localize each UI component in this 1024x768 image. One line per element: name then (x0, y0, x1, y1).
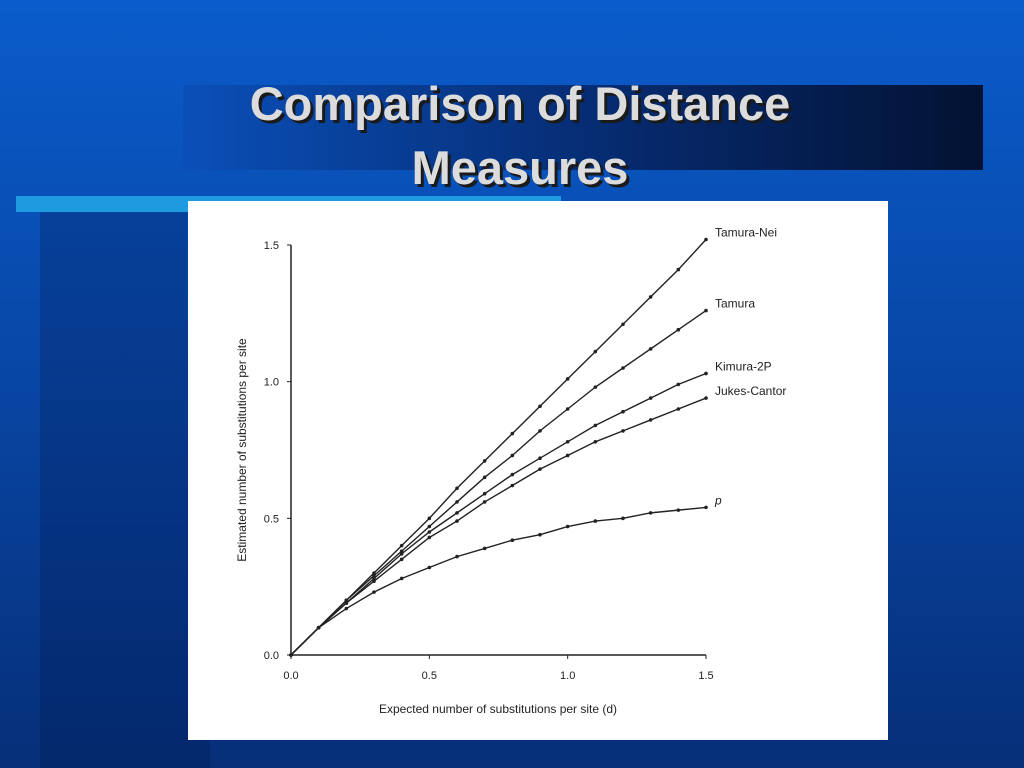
data-point (676, 382, 681, 387)
y-axis-label: Estimated number of substitutions per si… (235, 338, 249, 562)
data-point (510, 431, 515, 436)
data-point (704, 505, 708, 510)
data-point (399, 552, 404, 556)
data-point (482, 475, 487, 480)
data-point (455, 500, 459, 504)
y-tick-label: 1.0 (264, 377, 279, 389)
data-point (704, 308, 708, 313)
series-label: Tamura (715, 297, 755, 311)
data-point (621, 516, 625, 521)
data-point (372, 579, 376, 583)
data-point (621, 366, 625, 370)
data-point (427, 530, 432, 534)
data-point (372, 571, 376, 575)
data-point (593, 349, 598, 354)
data-point (399, 557, 404, 562)
data-point (565, 440, 570, 444)
series-label: p (714, 493, 722, 507)
data-point (482, 500, 487, 504)
data-point (427, 565, 432, 570)
data-point (482, 459, 487, 463)
data-point (621, 322, 625, 327)
data-point (538, 404, 542, 409)
x-tick-label: 1.5 (698, 670, 713, 682)
data-point (482, 546, 487, 551)
chart: Expected number of substitutions per sit… (235, 226, 786, 716)
x-tick-label: 1.0 (560, 670, 575, 682)
data-point (344, 601, 349, 605)
x-tick-label: 0.0 (283, 670, 298, 682)
data-point (538, 456, 542, 460)
y-tick-label: 0.5 (264, 513, 279, 525)
data-point (593, 440, 598, 444)
series-label: Kimura-2P (715, 359, 772, 373)
data-point (427, 516, 432, 521)
data-point (482, 491, 487, 496)
side-column (40, 212, 210, 768)
y-tick-label: 0.0 (264, 650, 279, 662)
data-point (676, 508, 681, 512)
data-point (510, 453, 515, 458)
slide-title: Comparison of Distance Measures (249, 77, 791, 194)
data-point (538, 429, 542, 433)
series-line (290, 372, 707, 656)
data-point (344, 606, 349, 611)
data-point (455, 519, 459, 523)
data-point (704, 371, 708, 376)
data-point (593, 385, 598, 389)
data-point (399, 576, 404, 581)
title-bar (183, 85, 983, 170)
data-point (593, 423, 598, 428)
x-axis-label: Expected number of substitutions per sit… (379, 702, 617, 716)
data-point (648, 347, 653, 351)
data-point (344, 598, 349, 603)
data-point (704, 396, 708, 400)
data-point (455, 511, 459, 515)
series-label: Tamura-Nei (715, 226, 777, 240)
data-point (427, 524, 432, 529)
data-point (621, 409, 625, 414)
data-point (648, 511, 653, 515)
data-point (676, 327, 681, 332)
series-line (290, 506, 707, 656)
data-point (510, 538, 515, 542)
data-point (565, 453, 570, 458)
data-point (676, 267, 681, 272)
data-point (593, 519, 598, 523)
data-point (565, 377, 570, 381)
data-point (399, 549, 404, 553)
data-point (427, 535, 432, 540)
data-point (565, 407, 570, 411)
data-point (455, 554, 459, 559)
data-point (372, 590, 376, 594)
data-point (372, 573, 376, 578)
data-point (316, 625, 321, 630)
series-line (290, 397, 707, 656)
series-label: Jukes-Cantor (715, 384, 786, 398)
data-point (621, 429, 625, 433)
x-tick-label: 0.5 (422, 670, 437, 682)
data-point (372, 576, 376, 581)
chart-panel: Expected number of substitutions per sit… (188, 201, 888, 740)
data-point (676, 407, 681, 411)
data-point (565, 524, 570, 529)
series-line (290, 239, 707, 656)
data-point (538, 467, 542, 471)
data-point (455, 486, 459, 491)
data-point (510, 472, 515, 477)
series-line (290, 310, 707, 656)
data-point (510, 483, 515, 488)
data-point (399, 543, 404, 548)
data-point (648, 396, 653, 400)
data-point (648, 418, 653, 422)
data-point (538, 532, 542, 537)
data-point (289, 653, 293, 657)
y-tick-label: 1.5 (264, 240, 279, 252)
data-point (704, 237, 708, 242)
data-point (648, 295, 653, 299)
